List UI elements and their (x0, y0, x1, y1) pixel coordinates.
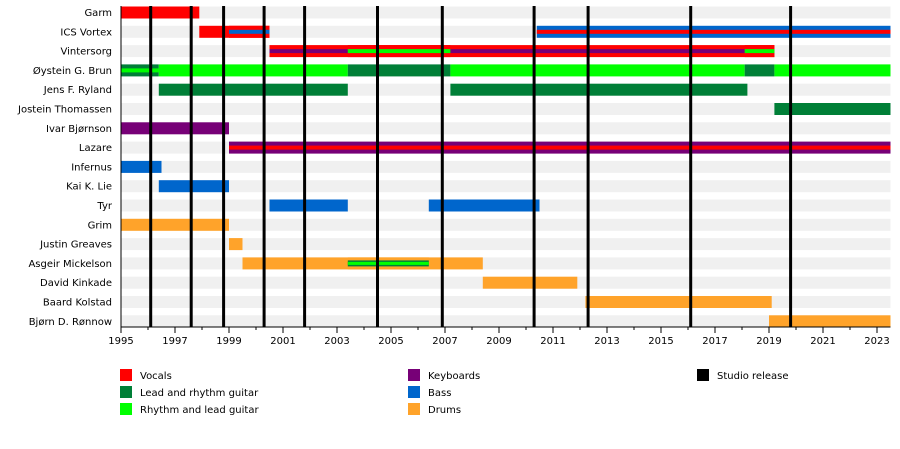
legend-label-vocals: Vocals (140, 371, 172, 382)
x-tick-label: 2019 (756, 336, 781, 347)
legend-label-release: Studio release (717, 371, 789, 382)
member-label: Baard Kolstad (43, 298, 112, 309)
bar-drums (229, 238, 243, 251)
row-background (121, 180, 891, 193)
bar-lead (774, 103, 891, 115)
member-label: Øystein G. Brun (33, 65, 112, 77)
bar-stripe-rhythm (347, 261, 429, 265)
legend-label-lead: Lead and rhythm guitar (140, 388, 259, 399)
row-background (121, 103, 891, 115)
row-background (121, 238, 891, 251)
bar-keys (121, 122, 229, 135)
member-label: Ivar Bjørnson (46, 124, 112, 135)
legend-swatch-drums (408, 403, 420, 415)
bar-bass (428, 199, 540, 212)
legend-label-keys: Keyboards (428, 371, 480, 382)
bar-stripe-bass (229, 29, 270, 34)
x-tick-label: 2021 (810, 336, 835, 347)
x-tick-label: 2001 (270, 336, 295, 347)
member-label: Kai K. Lie (66, 182, 112, 193)
x-tick-label: 1995 (108, 336, 133, 347)
bar-drums (121, 218, 229, 231)
member-label: Jostein Thomassen (17, 105, 112, 116)
x-tick-label: 2013 (594, 336, 619, 347)
legend-label-rhythm: Rhythm and lead guitar (140, 405, 259, 416)
bar-drums (769, 315, 891, 328)
bar-lead (347, 64, 451, 77)
bar-rhythm (158, 64, 348, 77)
legend-swatch-rhythm (120, 403, 132, 415)
member-label: Jens F. Ryland (43, 85, 112, 96)
row-background (121, 315, 891, 328)
row-background (121, 122, 891, 135)
x-tick-label: 1999 (216, 336, 241, 347)
legend-swatch-vocals (120, 369, 132, 381)
member-label: Lazare (79, 143, 112, 154)
x-tick-label: 2007 (432, 336, 457, 347)
x-tick-label: 2005 (378, 336, 403, 347)
bar-stripe-rhythm (744, 49, 775, 54)
legend-swatch-bass (408, 386, 420, 398)
bar-rhythm (774, 64, 891, 77)
member-label: David Kinkade (40, 278, 112, 289)
bar-drums (482, 276, 578, 289)
bar-rhythm (450, 64, 745, 77)
bar-stripe-rhythm (347, 49, 451, 54)
x-tick-label: 2015 (648, 336, 673, 347)
bar-stripe-vocals (536, 29, 891, 34)
x-tick-label: 2017 (702, 336, 727, 347)
legend-swatch-release (697, 369, 709, 381)
member-label: ICS Vortex (60, 27, 112, 38)
legend-swatch-keys (408, 369, 420, 381)
member-label: Asgeir Mickelson (28, 259, 112, 270)
legend-label-bass: Bass (428, 388, 451, 399)
member-label: Grim (88, 220, 112, 231)
row-background (121, 6, 891, 19)
bar-lead (450, 83, 748, 96)
x-tick-label: 2009 (486, 336, 511, 347)
bar-stripe-keys (269, 49, 775, 54)
row-background (121, 296, 891, 308)
member-label: Garm (84, 8, 112, 19)
bar-bass (269, 199, 348, 212)
legend-label-drums: Drums (428, 405, 461, 416)
row-background (121, 160, 891, 173)
bar-lead (744, 64, 775, 77)
member-label: Infernus (71, 162, 112, 173)
row-background (121, 218, 891, 231)
bar-stripe-rhythm (121, 68, 159, 73)
row-background (121, 257, 891, 270)
bar-bass (121, 160, 162, 173)
x-tick-label: 2023 (864, 336, 889, 347)
member-label: Bjørn D. Rønnow (29, 317, 112, 328)
bar-stripe-vocals (229, 145, 891, 150)
x-tick-label: 2011 (540, 336, 565, 347)
member-label: Tyr (96, 201, 112, 212)
bar-drums (585, 296, 772, 308)
bar-lead (158, 83, 348, 96)
x-tick-label: 2003 (324, 336, 349, 347)
member-label: Vintersorg (60, 47, 112, 58)
bar-vocals (121, 6, 200, 19)
bar-bass (158, 180, 229, 193)
member-label: Justin Greaves (39, 240, 112, 251)
x-tick-label: 1997 (162, 336, 187, 347)
legend-swatch-lead (120, 386, 132, 398)
